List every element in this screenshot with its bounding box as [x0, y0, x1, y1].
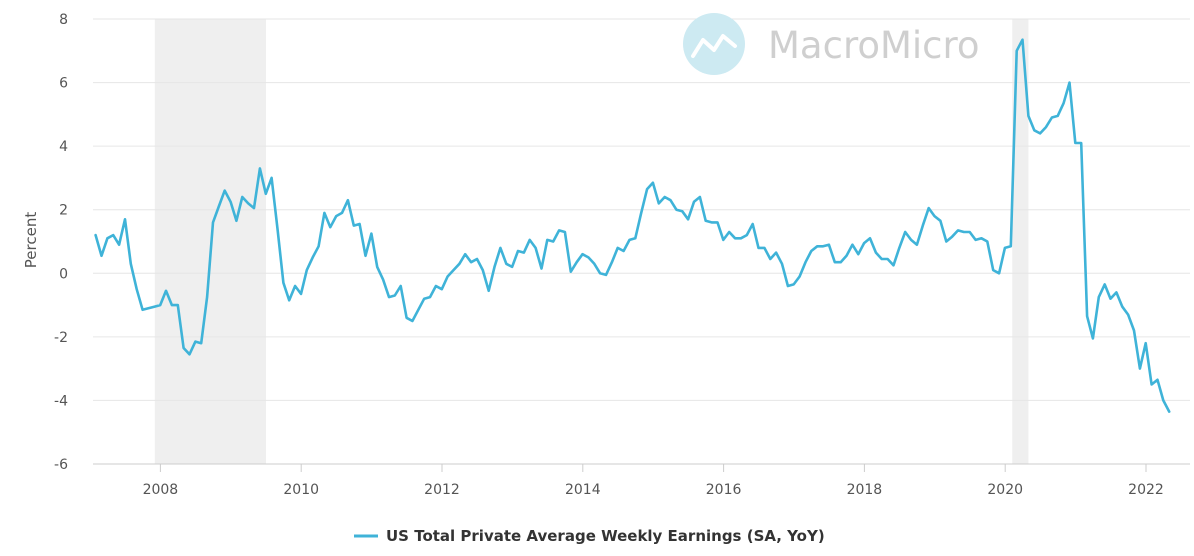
- x-tick-label: 2020: [987, 482, 1023, 498]
- x-tick-label: 2010: [283, 482, 319, 498]
- x-axis-ticks: 2008 2010 2012 2014 2016 2018 2020 2022: [143, 464, 1164, 498]
- y-tick-label: -6: [54, 457, 68, 473]
- x-tick-label: 2012: [424, 482, 460, 498]
- y-tick-label: -2: [54, 330, 68, 346]
- y-tick-label: 2: [59, 203, 68, 219]
- recession-band-1: [1012, 19, 1029, 464]
- y-tick-label: 4: [59, 139, 68, 155]
- legend[interactable]: US Total Private Average Weekly Earnings…: [354, 527, 825, 545]
- y-tick-label: 0: [59, 266, 68, 282]
- series-line: [94, 38, 1171, 413]
- y-tick-label: -4: [54, 393, 68, 409]
- y-axis-label: Percent: [22, 212, 40, 269]
- watermark-logo-icon: [683, 13, 745, 75]
- x-tick-label: 2014: [565, 482, 601, 498]
- y-axis-ticks: 8 6 4 2 0 -2 -4 -6: [54, 12, 68, 473]
- y-tick-label: 8: [59, 12, 68, 28]
- recession-bands: [154, 19, 1029, 464]
- y-tick-label: 6: [59, 76, 68, 92]
- x-tick-label: 2022: [1128, 482, 1164, 498]
- gridlines: [93, 18, 1190, 465]
- x-tick-label: 2008: [143, 482, 179, 498]
- watermark-text: MacroMicro: [768, 24, 980, 67]
- watermark-logo-chart-icon: [691, 34, 737, 58]
- watermark: MacroMicro: [683, 13, 980, 75]
- x-tick-label: 2016: [706, 482, 742, 498]
- legend-label: US Total Private Average Weekly Earnings…: [386, 527, 825, 545]
- x-tick-label: 2018: [847, 482, 883, 498]
